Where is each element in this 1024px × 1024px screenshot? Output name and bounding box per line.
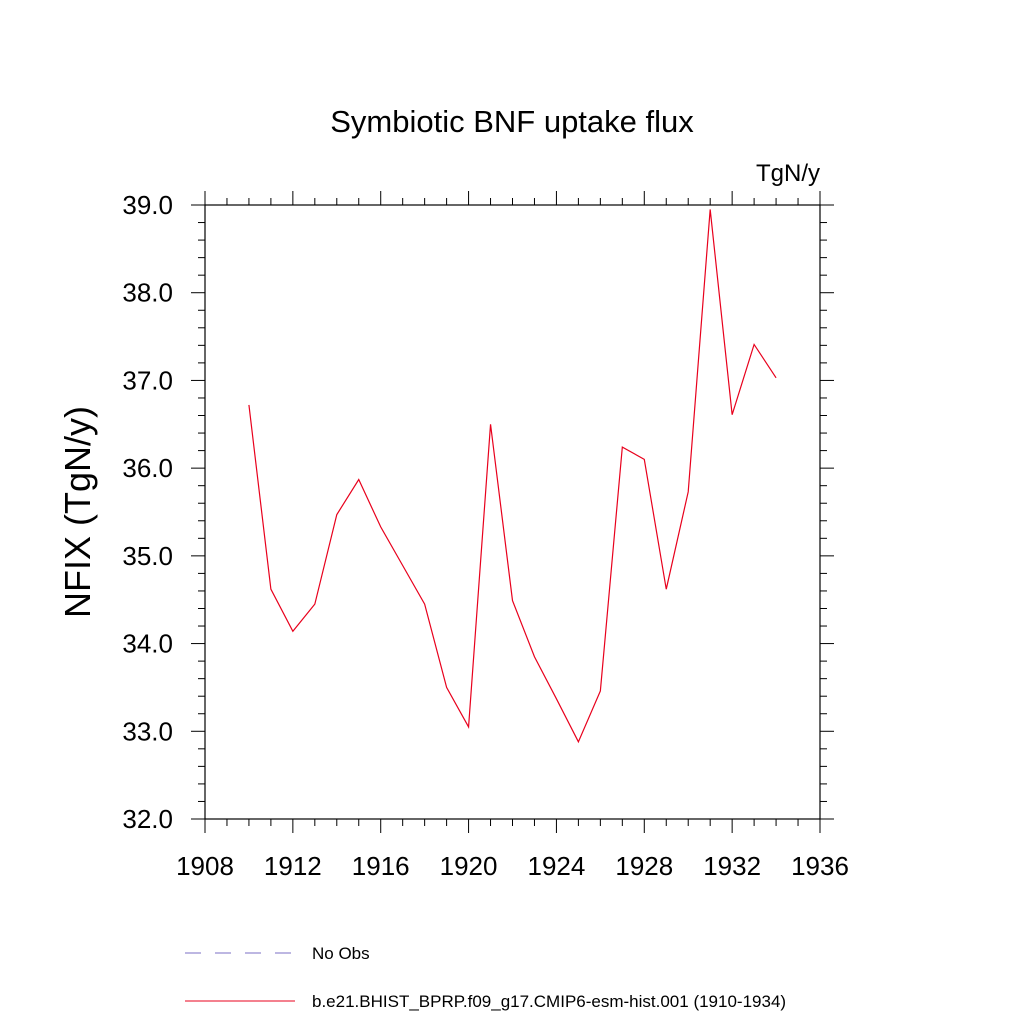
- x-tick-label: 1920: [440, 851, 498, 881]
- y-tick-label: 34.0: [122, 629, 173, 659]
- series-line-model: [248, 209, 777, 744]
- legend-no-obs-label: No Obs: [312, 944, 370, 963]
- x-tick-label: 1912: [264, 851, 322, 881]
- x-tick-labels: 1908 1912 1916 1920 1924 1928 1932 1936: [176, 851, 849, 881]
- legend-model-label: b.e21.BHIST_BPRP.f09_g17.CMIP6-esm-hist.…: [312, 992, 786, 1011]
- y-tick-label: 37.0: [122, 365, 173, 395]
- x-tick-label: 1916: [352, 851, 410, 881]
- y-tick-labels: 32.0 33.0 34.0 35.0 36.0 37.0 38.0 39.0: [122, 190, 173, 834]
- y-axis-label: NFIX (TgN/y): [57, 406, 98, 618]
- y-tick-label: 36.0: [122, 453, 173, 483]
- y-tick-label: 38.0: [122, 278, 173, 308]
- x-tick-label: 1936: [791, 851, 849, 881]
- legend: No Obs b.e21.BHIST_BPRP.f09_g17.CMIP6-es…: [185, 944, 786, 1011]
- y-tick-label: 32.0: [122, 804, 173, 834]
- units-label: TgN/y: [756, 160, 820, 187]
- plot-frame: [204, 204, 821, 820]
- axis-ticks: [191, 191, 834, 833]
- series-lines: [248, 209, 777, 744]
- x-tick-label: 1924: [528, 851, 586, 881]
- y-tick-label: 33.0: [122, 716, 173, 746]
- x-tick-label: 1932: [703, 851, 761, 881]
- chart-title: Symbiotic BNF uptake flux: [330, 104, 694, 139]
- x-tick-label: 1908: [176, 851, 234, 881]
- y-tick-label: 35.0: [122, 541, 173, 571]
- x-tick-label: 1928: [615, 851, 673, 881]
- y-tick-label: 39.0: [122, 190, 173, 220]
